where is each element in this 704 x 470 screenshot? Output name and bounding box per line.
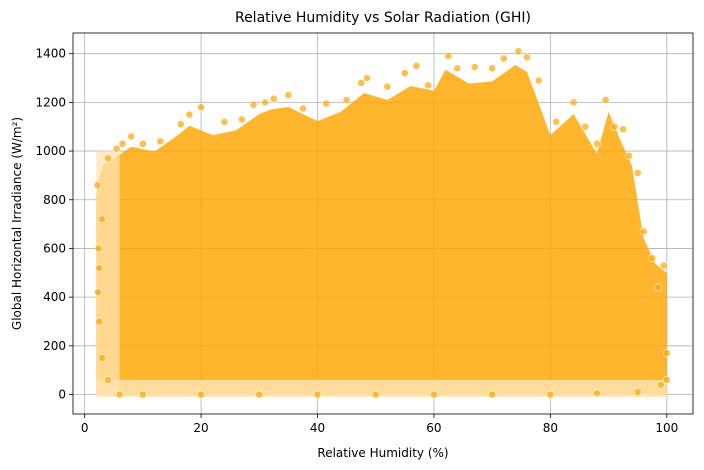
scatter-point — [593, 389, 601, 398]
scatter-point — [197, 103, 205, 112]
scatter-point — [249, 100, 258, 109]
scatter-point — [593, 139, 601, 148]
scatter-point — [185, 110, 194, 119]
scatter-point — [104, 376, 112, 384]
scatter-point — [569, 98, 578, 107]
x-tick-label: 40 — [310, 421, 325, 435]
scatter-points — [93, 47, 671, 399]
scatter-point — [470, 63, 479, 71]
scatter-point — [98, 215, 107, 224]
scatter-point — [383, 82, 392, 91]
scatter-point — [269, 94, 278, 103]
scatter-point — [648, 254, 657, 263]
scatter-point — [610, 122, 619, 131]
scatter-point — [633, 388, 642, 396]
scatter-point — [430, 390, 438, 399]
y-axis-label: Global Horizontal Irradiance (W/m²) — [10, 117, 24, 330]
scatter-point — [118, 139, 127, 148]
scatter-point — [424, 81, 433, 90]
scatter-point — [363, 74, 371, 82]
scatter-point — [176, 120, 185, 129]
scatter-point — [552, 117, 561, 126]
scatter-point — [654, 283, 662, 292]
x-axis-ticks: 0 20 40 60 80 100 — [81, 414, 678, 435]
point-cloud — [96, 64, 667, 397]
scatter-point — [255, 390, 264, 399]
scatter-point — [499, 54, 508, 63]
scatter-point — [94, 244, 103, 253]
y-tick-label: 200 — [43, 339, 66, 353]
scatter-point — [322, 99, 331, 108]
scatter-point — [94, 288, 102, 297]
scatter-point — [342, 96, 351, 104]
scatter-point — [625, 152, 633, 160]
scatter-point — [104, 154, 112, 163]
scatter-point — [371, 390, 380, 399]
scatter-point — [197, 390, 205, 399]
scatter-point — [523, 53, 531, 62]
scatter-point — [237, 115, 246, 124]
scatter-point — [412, 61, 421, 70]
scatter-point — [488, 64, 497, 73]
scatter-point — [112, 144, 121, 153]
point-density-light-band — [96, 151, 120, 395]
scatter-point — [488, 390, 497, 399]
point-density-area — [96, 64, 667, 395]
scatter-point — [138, 390, 147, 399]
y-tick-label: 600 — [43, 241, 66, 255]
scatter-point — [95, 317, 104, 326]
y-tick-label: 1400 — [35, 47, 66, 61]
scatter-point — [659, 261, 668, 270]
y-tick-label: 1200 — [35, 95, 66, 109]
chart-title: Relative Humidity vs Solar Radiation (GH… — [235, 10, 531, 26]
y-axis-ticks: 0 200 400 600 800 1000 1200 1400 — [35, 47, 73, 402]
scatter-point — [115, 390, 124, 399]
scatter-point — [98, 354, 107, 362]
plot-frame — [72, 32, 694, 415]
scatter-point — [453, 64, 462, 73]
scatter-point — [284, 91, 293, 99]
scatter-point — [662, 349, 671, 358]
scatter-point — [546, 390, 555, 399]
scatter-point — [127, 132, 136, 141]
y-tick-label: 400 — [43, 290, 66, 304]
scatter-point — [313, 390, 322, 399]
scatter-point — [93, 181, 102, 190]
scatter-point — [581, 122, 590, 131]
y-tick-label: 1000 — [35, 144, 66, 158]
scatter-point — [534, 76, 543, 85]
scatter-point — [444, 52, 453, 61]
x-tick-label: 100 — [655, 421, 678, 435]
scatter-point — [639, 227, 648, 236]
scatter-point — [138, 139, 147, 148]
y-tick-label: 0 — [58, 388, 66, 402]
scatter-point — [633, 169, 642, 177]
scatter-point — [601, 96, 610, 104]
scatter-point — [299, 104, 307, 113]
x-tick-label: 60 — [426, 421, 441, 435]
scatter-point — [357, 79, 366, 87]
x-tick-label: 80 — [543, 421, 558, 435]
scatter-point — [400, 69, 409, 78]
scatter-point — [662, 376, 671, 384]
x-axis-label: Relative Humidity (%) — [317, 446, 448, 460]
scatter-point — [514, 47, 523, 56]
y-tick-label: 800 — [43, 193, 66, 207]
x-tick-label: 0 — [81, 421, 89, 435]
scatter-point — [657, 380, 665, 389]
point-density-light-band — [96, 379, 667, 397]
scatter-point — [95, 264, 104, 272]
scatter-point — [156, 137, 165, 146]
x-tick-label: 20 — [193, 421, 208, 435]
scatter-point — [619, 125, 628, 134]
scatter-point — [261, 98, 270, 107]
scatter-point — [220, 117, 229, 126]
